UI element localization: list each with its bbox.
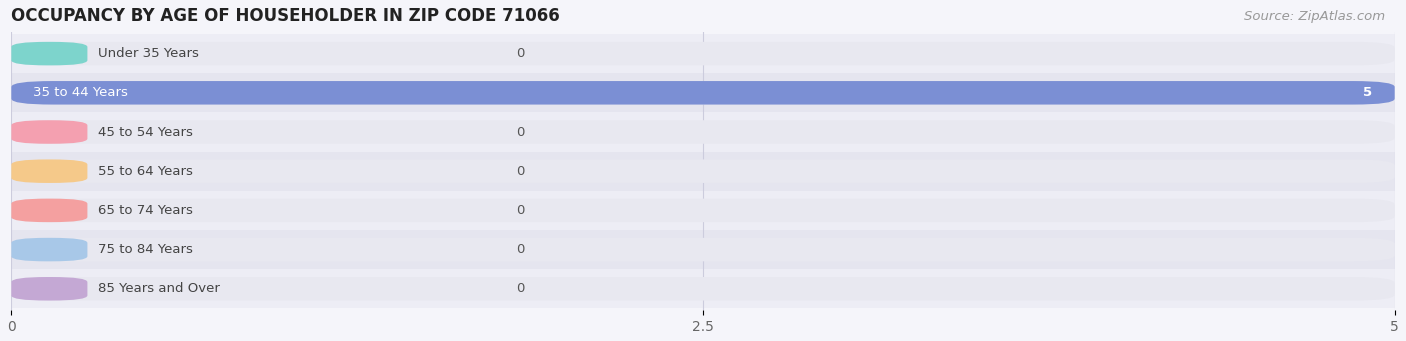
FancyBboxPatch shape	[11, 198, 1395, 222]
FancyBboxPatch shape	[11, 238, 1395, 261]
Text: 0: 0	[516, 282, 524, 295]
Text: Source: ZipAtlas.com: Source: ZipAtlas.com	[1244, 10, 1385, 23]
Text: 75 to 84 Years: 75 to 84 Years	[98, 243, 194, 256]
FancyBboxPatch shape	[11, 81, 1395, 105]
FancyBboxPatch shape	[11, 277, 87, 300]
Text: 35 to 44 Years: 35 to 44 Years	[34, 86, 128, 99]
FancyBboxPatch shape	[11, 81, 1395, 105]
Bar	[11, 73, 1395, 113]
FancyBboxPatch shape	[11, 160, 87, 183]
Bar	[11, 269, 1395, 308]
FancyBboxPatch shape	[11, 42, 87, 65]
Text: 0: 0	[516, 165, 524, 178]
Text: 5: 5	[1364, 86, 1372, 99]
Text: 65 to 74 Years: 65 to 74 Years	[98, 204, 194, 217]
Bar	[11, 113, 1395, 152]
FancyBboxPatch shape	[11, 160, 1395, 183]
FancyBboxPatch shape	[11, 120, 87, 144]
Bar	[11, 152, 1395, 191]
Text: 45 to 54 Years: 45 to 54 Years	[98, 125, 194, 138]
Text: 55 to 64 Years: 55 to 64 Years	[98, 165, 194, 178]
Text: Under 35 Years: Under 35 Years	[98, 47, 200, 60]
Bar	[11, 230, 1395, 269]
FancyBboxPatch shape	[11, 42, 1395, 65]
Bar	[11, 34, 1395, 73]
Text: 85 Years and Over: 85 Years and Over	[98, 282, 221, 295]
Text: 0: 0	[516, 204, 524, 217]
Text: OCCUPANCY BY AGE OF HOUSEHOLDER IN ZIP CODE 71066: OCCUPANCY BY AGE OF HOUSEHOLDER IN ZIP C…	[11, 7, 560, 25]
FancyBboxPatch shape	[11, 198, 87, 222]
Text: 0: 0	[516, 47, 524, 60]
FancyBboxPatch shape	[11, 238, 87, 261]
Text: 0: 0	[516, 125, 524, 138]
FancyBboxPatch shape	[11, 277, 1395, 300]
Bar	[11, 191, 1395, 230]
FancyBboxPatch shape	[11, 120, 1395, 144]
Text: 0: 0	[516, 243, 524, 256]
